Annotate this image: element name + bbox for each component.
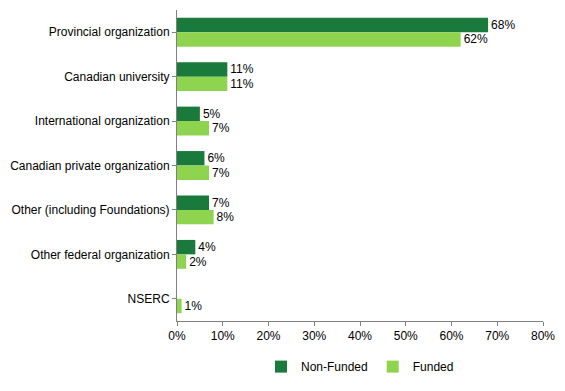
svg-text:10%: 10%	[211, 329, 235, 343]
svg-text:1%: 1%	[185, 299, 203, 313]
svg-text:0%: 0%	[168, 329, 186, 343]
svg-text:7%: 7%	[212, 196, 230, 210]
svg-text:8%: 8%	[217, 210, 235, 224]
svg-text:6%: 6%	[207, 151, 225, 165]
svg-text:7%: 7%	[212, 121, 230, 135]
svg-text:Provincial organization: Provincial organization	[49, 25, 170, 39]
svg-text:80%: 80%	[531, 329, 555, 343]
svg-text:70%: 70%	[485, 329, 509, 343]
svg-text:2%: 2%	[189, 255, 207, 269]
svg-text:International organization: International organization	[35, 114, 170, 128]
svg-text:40%: 40%	[348, 329, 372, 343]
svg-text:62%: 62%	[464, 32, 488, 46]
svg-text:Canadian private organization: Canadian private organization	[10, 159, 169, 173]
svg-text:4%: 4%	[198, 240, 216, 254]
svg-text:7%: 7%	[212, 166, 230, 180]
svg-text:Non-Funded: Non-Funded	[301, 360, 368, 374]
svg-text:11%: 11%	[230, 62, 253, 76]
svg-text:11%: 11%	[230, 77, 253, 91]
svg-text:Funded: Funded	[413, 360, 454, 374]
svg-text:30%: 30%	[302, 329, 326, 343]
svg-text:60%: 60%	[439, 329, 463, 343]
svg-text:5%: 5%	[203, 107, 221, 121]
svg-text:Other federal organization: Other federal organization	[31, 248, 170, 262]
svg-text:68%: 68%	[491, 18, 515, 32]
svg-text:20%: 20%	[256, 329, 280, 343]
svg-text:50%: 50%	[394, 329, 418, 343]
svg-text:NSERC: NSERC	[128, 292, 170, 306]
svg-text:Canadian university: Canadian university	[64, 70, 169, 84]
svg-text:Other (including Foundations): Other (including Foundations)	[12, 203, 170, 217]
